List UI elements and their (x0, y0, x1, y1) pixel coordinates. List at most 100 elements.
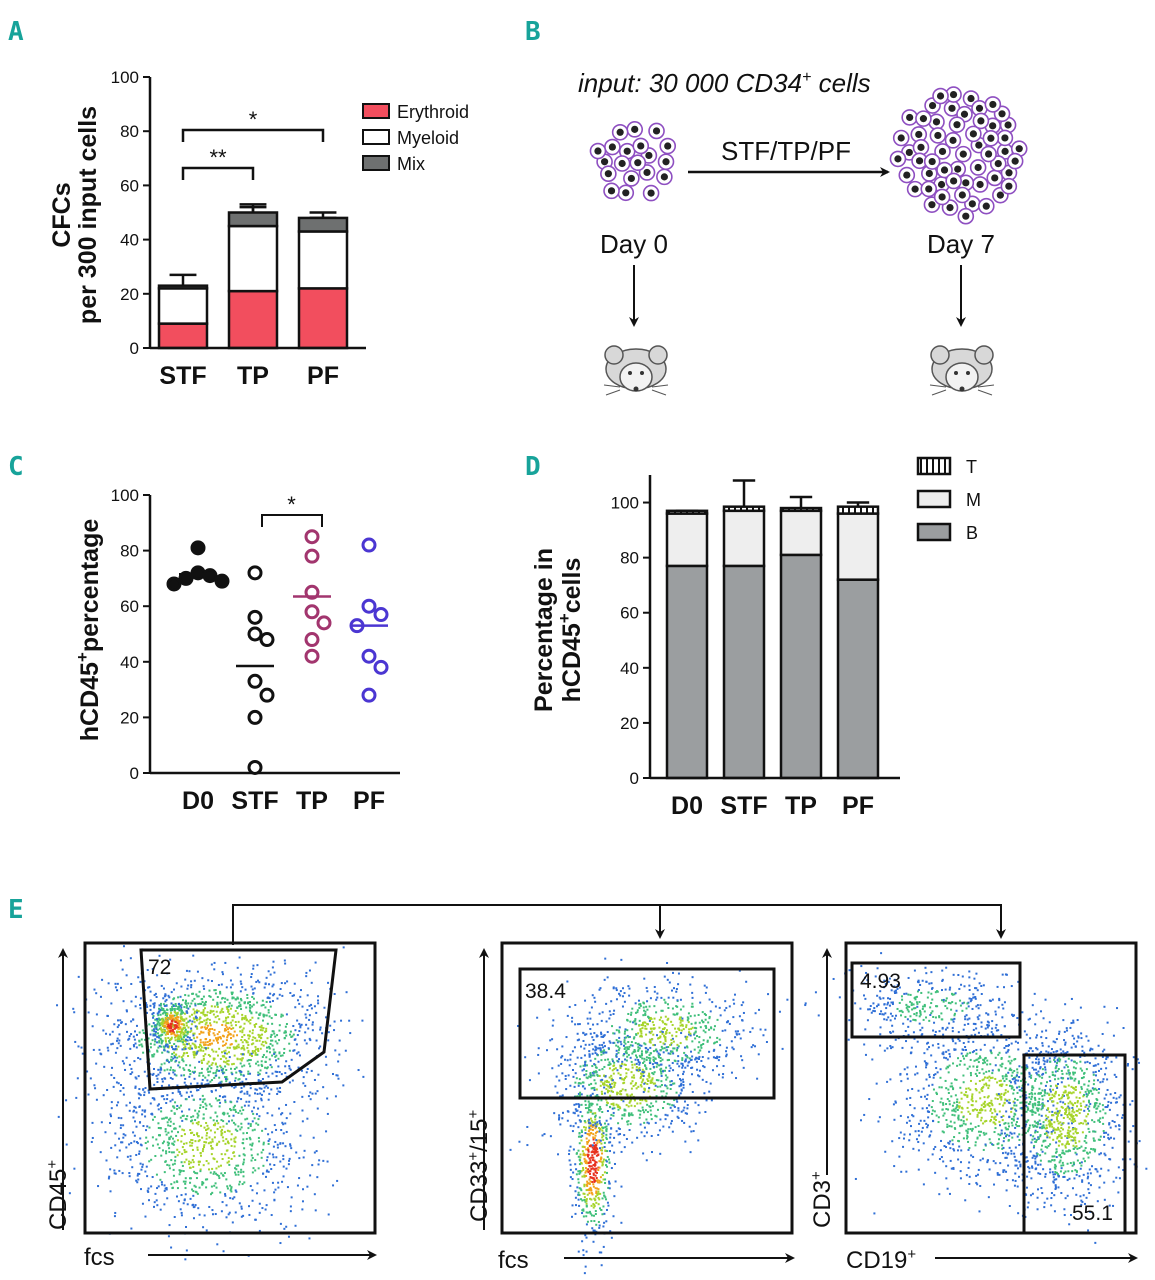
flow-event (577, 1103, 580, 1106)
flow-event (236, 1012, 239, 1015)
flow-event (600, 1099, 603, 1102)
flow-event (143, 1094, 146, 1097)
flow-event (261, 1077, 264, 1080)
flow-event (204, 1102, 207, 1105)
flow-event (635, 1056, 638, 1059)
flow-event (219, 992, 222, 995)
flow-event (627, 1036, 630, 1039)
flow-event (129, 1047, 132, 1050)
flow-event (588, 1192, 591, 1195)
flow-event (158, 1027, 161, 1030)
flow-event (151, 967, 154, 970)
bar-m-stf (722, 509, 766, 568)
flow-event (154, 992, 157, 995)
flow-event (181, 1058, 184, 1061)
flow-event (593, 1164, 596, 1167)
flow-event (613, 1068, 616, 1071)
flow-event (188, 1075, 191, 1078)
flow-event (672, 1082, 675, 1085)
flow-event (173, 1073, 176, 1076)
flow-event (931, 987, 934, 990)
flow-event (705, 1099, 708, 1102)
flow-event (218, 1030, 221, 1033)
y-tick-label: 0 (130, 339, 139, 358)
flow-event (185, 1017, 188, 1020)
flow-event (182, 1033, 185, 1036)
flow-event (630, 1112, 633, 1115)
flow-event (160, 1068, 163, 1071)
flow-event (196, 995, 199, 998)
flow-event (239, 990, 242, 993)
flow-event (578, 1194, 581, 1197)
flow-event (733, 1002, 736, 1005)
flow-event (543, 1133, 546, 1136)
flow-event (149, 1042, 152, 1045)
flow-event (224, 1076, 227, 1079)
x-category-label: STF (159, 362, 206, 390)
flow-event (324, 1055, 327, 1058)
flow-event (578, 1104, 581, 1107)
flow-event (177, 1088, 180, 1091)
flow-event (649, 1039, 652, 1042)
flow-event (587, 1150, 590, 1153)
flow-event (929, 1006, 932, 1009)
flow-event (209, 1141, 212, 1144)
flow-event (584, 1159, 587, 1162)
flow-event (265, 1085, 268, 1088)
flow-event (585, 1236, 588, 1239)
flow-event (636, 1011, 639, 1014)
flow-event (193, 1184, 196, 1187)
flow-event (243, 1104, 246, 1107)
flow-event (584, 1132, 587, 1135)
flow-event (598, 1044, 601, 1047)
flow-event (709, 1036, 712, 1039)
day7-label: Day 7 (927, 229, 995, 259)
flow-event (213, 1005, 216, 1008)
flow-event (716, 1036, 719, 1039)
flow-event (206, 1024, 209, 1027)
flow-event (668, 1064, 671, 1067)
flow-event (693, 1033, 696, 1036)
flow-event (251, 1199, 254, 1202)
flow-event (883, 1049, 886, 1052)
flow-event (278, 1107, 281, 1110)
flow-event (255, 1088, 258, 1091)
flow-event (593, 1151, 596, 1154)
flow-event (248, 1213, 251, 1216)
flow-event (234, 1211, 237, 1214)
cell-nucleus (600, 158, 609, 166)
flow-event (239, 1091, 242, 1094)
flow-event (638, 1063, 641, 1066)
flow-event (237, 1043, 240, 1046)
flow-event (911, 1008, 914, 1011)
flow-event (585, 1183, 588, 1186)
flow-event (584, 1161, 587, 1164)
flow-event (284, 1072, 287, 1075)
flow-event (255, 1039, 258, 1042)
flow-event (927, 991, 930, 994)
chart-d-legend: TMB (916, 456, 981, 543)
flow-event (592, 1124, 595, 1127)
flow-event (250, 985, 253, 988)
flow-event (985, 1012, 988, 1015)
flow-event (134, 1106, 137, 1109)
flow-event (636, 1009, 639, 1012)
flow-event (650, 1079, 653, 1082)
flow-event (166, 972, 169, 975)
flow-event (276, 1146, 279, 1149)
flow-event (297, 999, 300, 1002)
flow-event (968, 976, 971, 979)
flow-event (199, 1086, 202, 1089)
flow-event (585, 1250, 588, 1253)
flow-event (152, 1012, 155, 1015)
flow-event (281, 1054, 284, 1057)
flow-event (621, 1088, 624, 1091)
flow-event (248, 1006, 251, 1009)
flow-event (229, 1021, 232, 1024)
flow-event (167, 1144, 170, 1147)
flow-event (176, 1015, 179, 1018)
flow-event (594, 1187, 597, 1190)
flow-event (117, 1024, 120, 1027)
flow-event (241, 1018, 244, 1021)
flow-event (637, 1032, 640, 1035)
